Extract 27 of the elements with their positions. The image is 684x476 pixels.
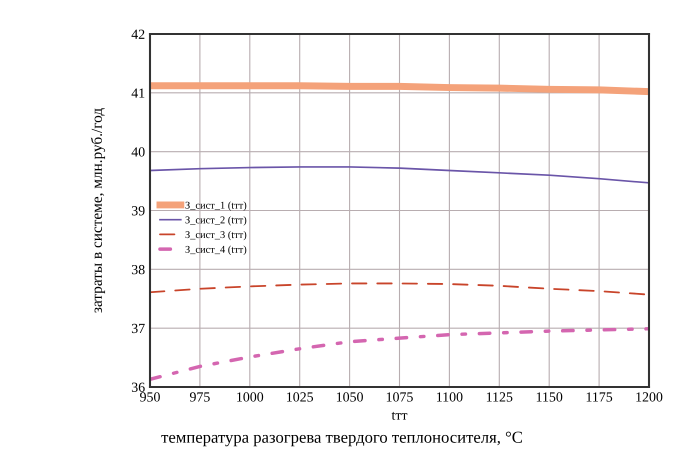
line-series <box>150 327 649 382</box>
x-tick-label: 1075 <box>386 392 413 402</box>
x-axis-title: tтт <box>392 412 408 420</box>
text: температура разогрева твердого теплоносителя, °C <box>161 432 522 446</box>
y-tick-label: 39 <box>132 206 145 216</box>
y-tick-label: 37 <box>132 324 145 334</box>
y-axis-title: затраты в системе, млн.руб./год <box>90 108 106 313</box>
legend-label: З_сист_2 (tтт) <box>185 216 246 226</box>
y-tick-label: 38 <box>132 264 145 274</box>
legend-label: З_сист_3 (tтт) <box>185 230 246 240</box>
x-tick-label: 1125 <box>486 392 512 402</box>
x-tick-label: 1000 <box>237 392 264 402</box>
legend-label: З_сист_1 (tтт) <box>185 201 246 211</box>
x-tick-label: 1025 <box>287 392 314 402</box>
line-series <box>150 166 649 184</box>
y-tick-label: 41 <box>132 88 144 98</box>
x-tick-label: 1100 <box>436 392 462 402</box>
x-tick-label: 1175 <box>586 392 612 402</box>
y-tick-label: 36 <box>132 382 145 392</box>
legend-label: З_сист_4 (tтт) <box>185 246 246 255</box>
x-tick-label: 950 <box>140 392 160 402</box>
x-tick-label: 1050 <box>336 392 363 402</box>
x-tick-label: 1150 <box>536 392 562 402</box>
x-tick-label: 1200 <box>636 392 662 402</box>
x-tick-label: 975 <box>190 392 210 402</box>
y-tick-label: 40 <box>132 147 145 157</box>
y-tick-label: 42 <box>132 30 144 39</box>
